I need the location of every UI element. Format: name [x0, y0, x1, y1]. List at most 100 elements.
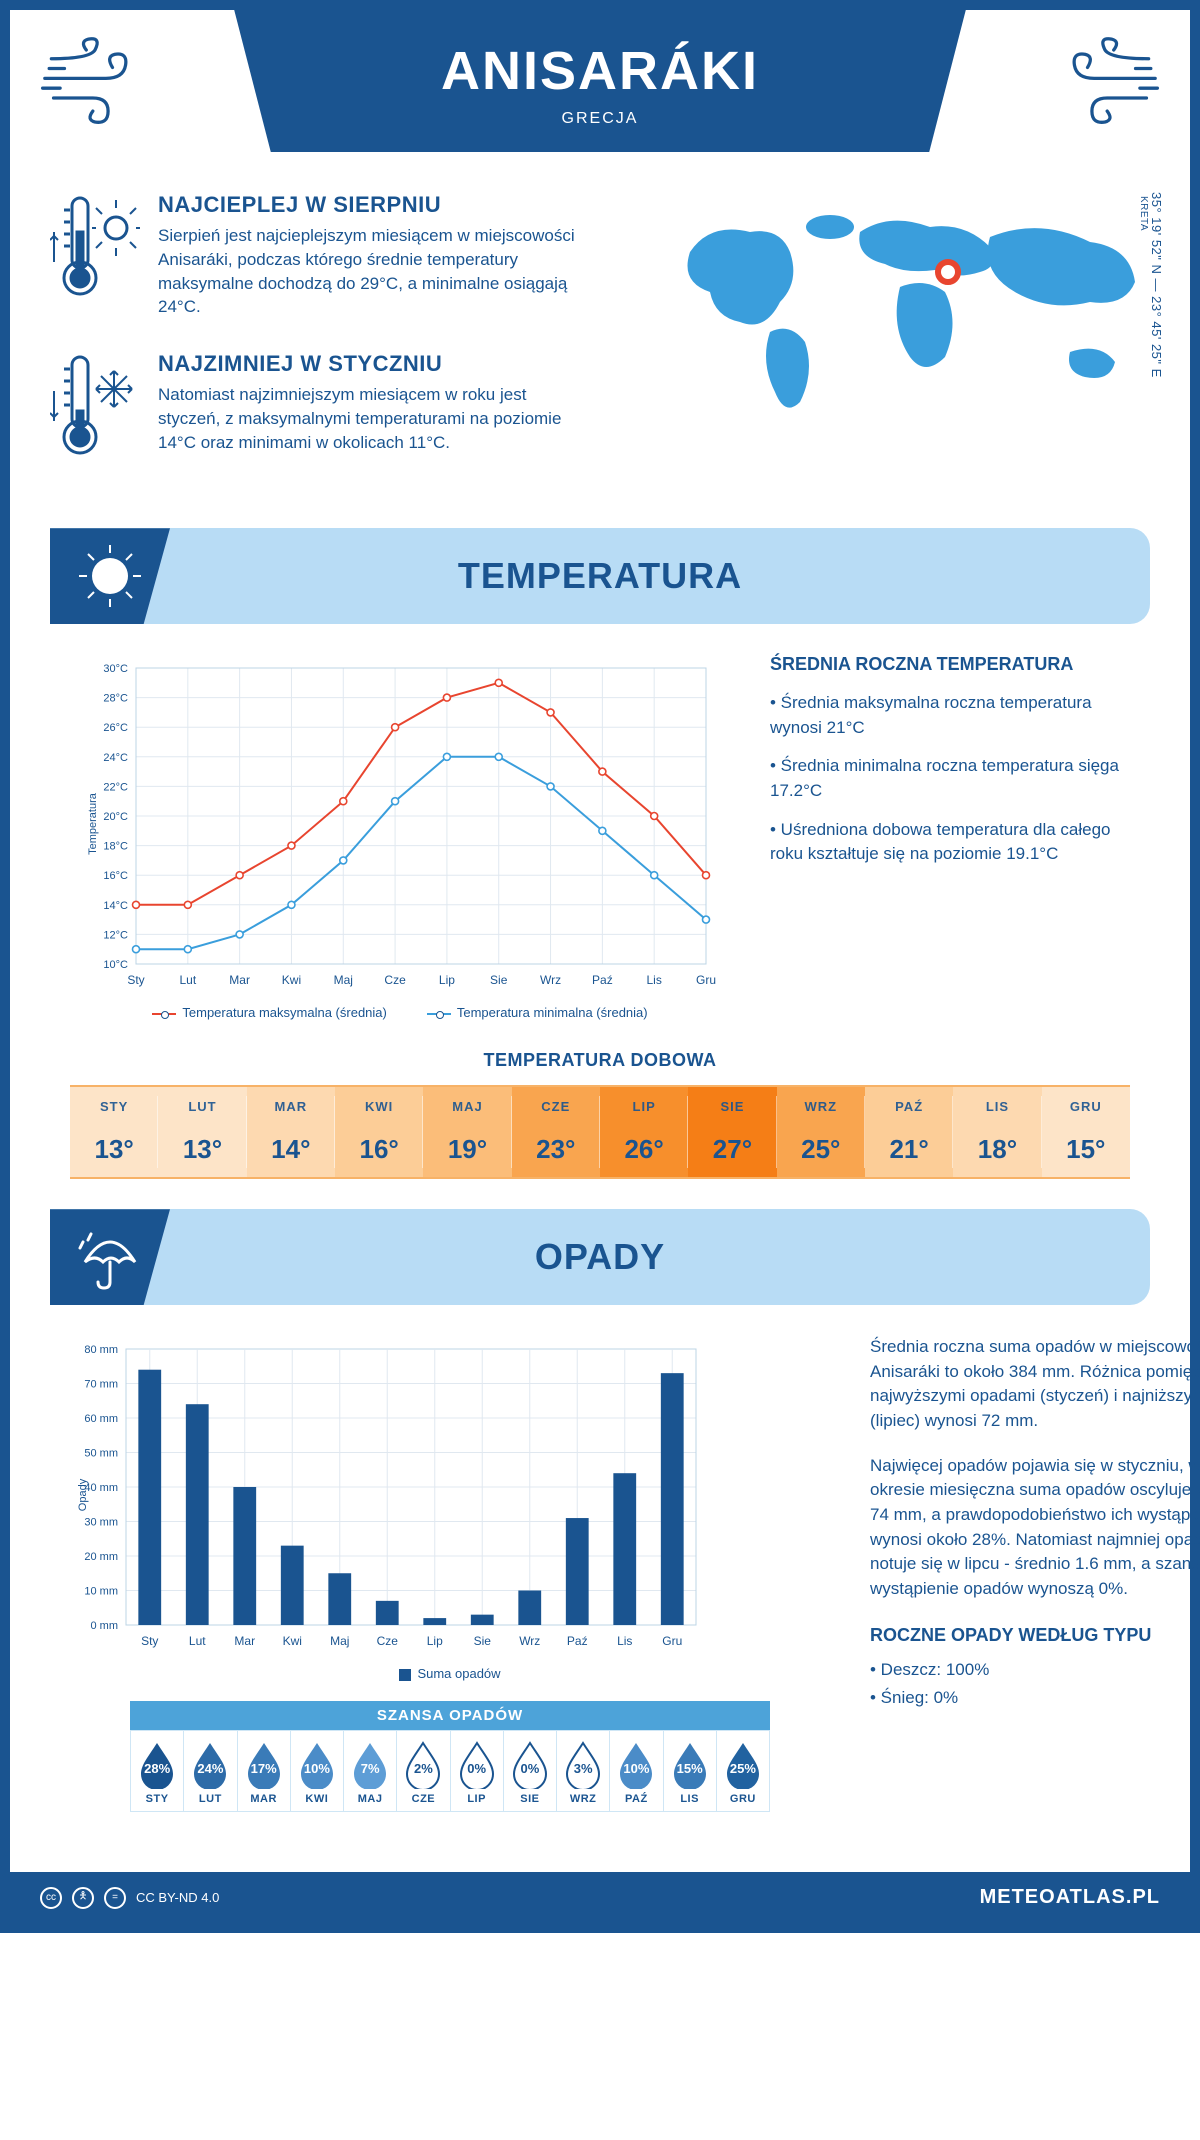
svg-text:Lip: Lip: [427, 1634, 443, 1648]
precip-section-title: OPADY: [50, 1209, 1150, 1305]
svg-text:40 mm: 40 mm: [84, 1482, 118, 1494]
svg-text:16°C: 16°C: [103, 870, 128, 882]
license-label: CC BY-ND 4.0: [136, 1890, 219, 1905]
svg-text:Cze: Cze: [377, 1634, 399, 1648]
svg-text:Sty: Sty: [141, 1634, 158, 1648]
page-title: ANISARÁKI: [254, 40, 946, 102]
svg-text:20 mm: 20 mm: [84, 1551, 118, 1563]
hot-title: NAJCIEPLEJ W SIERPNIU: [158, 192, 578, 218]
precip-p2: Najwięcej opadów pojawia się w styczniu,…: [870, 1454, 1200, 1602]
svg-text:Cze: Cze: [384, 973, 406, 987]
daily-temp-cell: PAŹ21°: [865, 1087, 953, 1177]
svg-text:Lis: Lis: [647, 973, 662, 987]
svg-text:18°C: 18°C: [103, 841, 128, 853]
chance-cell: 0% SIE: [504, 1731, 557, 1811]
legend-max: Temperatura maksymalna (średnia): [152, 1005, 386, 1020]
chance-title: SZANSA OPADÓW: [130, 1701, 770, 1730]
hot-block: NAJCIEPLEJ W SIERPNIU Sierpień jest najc…: [50, 192, 650, 319]
sun-icon: [75, 541, 145, 611]
svg-text:Sty: Sty: [127, 973, 144, 987]
daily-temp-cell: STY13°: [70, 1087, 158, 1177]
daily-temp-cell: WRZ25°: [777, 1087, 865, 1177]
svg-text:Sie: Sie: [490, 973, 508, 987]
chance-cell: 0% LIP: [451, 1731, 504, 1811]
chance-cell: 2% CZE: [397, 1731, 450, 1811]
svg-text:10 mm: 10 mm: [84, 1586, 118, 1598]
svg-text:Wrz: Wrz: [540, 973, 561, 987]
svg-text:Sie: Sie: [474, 1634, 492, 1648]
svg-text:Paź: Paź: [592, 973, 613, 987]
cc-icon: cc: [40, 1887, 62, 1909]
brand-label: METEOATLAS.PL: [980, 1886, 1160, 1909]
svg-text:50 mm: 50 mm: [84, 1448, 118, 1460]
thermometer-hot-icon: [50, 192, 140, 319]
svg-text:60 mm: 60 mm: [84, 1413, 118, 1425]
svg-text:26°C: 26°C: [103, 722, 128, 734]
temperature-section-title: TEMPERATURA: [50, 528, 1150, 624]
precip-types-title: ROCZNE OPADY WEDŁUG TYPU: [870, 1622, 1200, 1648]
svg-text:Gru: Gru: [662, 1634, 682, 1648]
chance-cell: 3% WRZ: [557, 1731, 610, 1811]
footer: cc 🯅 = CC BY-ND 4.0 METEOATLAS.PL: [10, 1872, 1190, 1923]
svg-text:Paź: Paź: [567, 1634, 588, 1648]
umbrella-icon: [75, 1222, 145, 1292]
daily-temp-cell: LIP26°: [600, 1087, 688, 1177]
svg-text:24°C: 24°C: [103, 752, 128, 764]
daily-temp-cell: CZE23°: [512, 1087, 600, 1177]
precip-types-snow: • Śnieg: 0%: [870, 1686, 1200, 1711]
chance-cell: 17% MAR: [238, 1731, 291, 1811]
daily-temp-cell: GRU15°: [1042, 1087, 1130, 1177]
coordinates: 35° 19' 52" N — 23° 45' 25" E KRETA: [1138, 192, 1164, 378]
daily-temp-cell: SIE27°: [688, 1087, 776, 1177]
svg-text:Lis: Lis: [617, 1634, 632, 1648]
nd-icon: =: [104, 1887, 126, 1909]
chance-cell: 15% LIS: [664, 1731, 717, 1811]
svg-text:28°C: 28°C: [103, 693, 128, 705]
precip-legend: Suma opadów: [70, 1666, 830, 1681]
wind-deco-right-icon: [1050, 26, 1160, 146]
country-label: GRECJA: [254, 110, 946, 128]
svg-text:80 mm: 80 mm: [84, 1344, 118, 1356]
svg-text:Mar: Mar: [229, 973, 250, 987]
precip-p1: Średnia roczna suma opadów w miejscowośc…: [870, 1335, 1200, 1434]
daily-temp-table: STY13°LUT13°MAR14°KWI16°MAJ19°CZE23°LIP2…: [70, 1085, 1130, 1179]
daily-temp-cell: MAR14°: [247, 1087, 335, 1177]
svg-text:22°C: 22°C: [103, 782, 128, 794]
svg-text:Kwi: Kwi: [283, 1634, 302, 1648]
header-banner: ANISARÁKI GRECJA: [234, 10, 966, 152]
svg-text:70 mm: 70 mm: [84, 1379, 118, 1391]
daily-temp-cell: MAJ19°: [423, 1087, 511, 1177]
chance-cell: 7% MAJ: [344, 1731, 397, 1811]
cold-text: Natomiast najzimniejszym miesiącem w rok…: [158, 383, 578, 454]
daily-temp-title: TEMPERATURA DOBOWA: [70, 1050, 1130, 1071]
svg-text:Lut: Lut: [189, 1634, 206, 1648]
thermometer-cold-icon: [50, 351, 140, 466]
daily-temp-cell: LIS18°: [953, 1087, 1041, 1177]
cold-title: NAJZIMNIEJ W STYCZNIU: [158, 351, 578, 377]
annual-temp-line1: • Średnia maksymalna roczna temperatura …: [770, 691, 1130, 740]
svg-text:Kwi: Kwi: [282, 973, 301, 987]
world-map: [670, 192, 1150, 422]
svg-text:Wrz: Wrz: [519, 1634, 540, 1648]
svg-text:Maj: Maj: [334, 973, 353, 987]
chance-cell: 24% LUT: [184, 1731, 237, 1811]
svg-text:Lip: Lip: [439, 973, 455, 987]
precip-chart: 0 mm10 mm20 mm30 mm40 mm50 mm60 mm70 mm8…: [70, 1335, 710, 1655]
svg-text:0 mm: 0 mm: [91, 1620, 119, 1632]
svg-text:Temperatura: Temperatura: [87, 792, 99, 855]
precip-types-rain: • Deszcz: 100%: [870, 1658, 1200, 1683]
annual-temp-title: ŚREDNIA ROCZNA TEMPERATURA: [770, 654, 1130, 675]
chance-cell: 28% STY: [131, 1731, 184, 1811]
svg-text:Lut: Lut: [179, 973, 196, 987]
chance-cell: 10% KWI: [291, 1731, 344, 1811]
by-icon: 🯅: [72, 1887, 94, 1909]
svg-text:Opady: Opady: [77, 1478, 89, 1511]
chance-grid: 28% STY 24% LUT 17% MAR 10% KWI 7% MAJ 2…: [130, 1730, 770, 1812]
daily-temp-cell: KWI16°: [335, 1087, 423, 1177]
svg-text:10°C: 10°C: [103, 959, 128, 971]
legend-min: Temperatura minimalna (średnia): [427, 1005, 648, 1020]
wind-deco-left-icon: [40, 26, 150, 146]
svg-text:Gru: Gru: [696, 973, 716, 987]
annual-temp-line2: • Średnia minimalna roczna temperatura s…: [770, 754, 1130, 803]
hot-text: Sierpień jest najcieplejszym miesiącem w…: [158, 224, 578, 319]
